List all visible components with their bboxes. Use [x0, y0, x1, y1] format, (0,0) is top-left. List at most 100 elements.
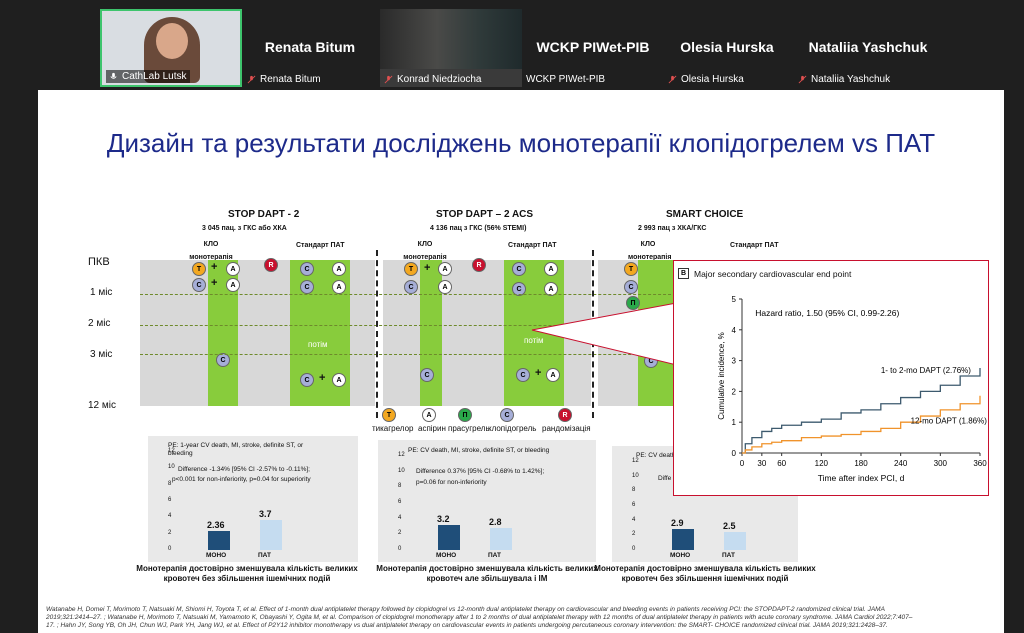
month-2-line — [140, 325, 676, 326]
km-series-line — [742, 367, 981, 454]
km-plot: 0 30 60 120 180 240 300 360 0 1 2 3 4 5 1- to 2-mo DAP… — [717, 295, 988, 483]
aspirin-icon: A — [332, 280, 346, 294]
clopidogrel-icon: C — [420, 368, 434, 382]
arm-label: КЛО монотерапія — [403, 241, 447, 261]
participant-tile[interactable]: WCKP PIWet-PIB WCKP PIWet-PIB — [522, 9, 664, 87]
participant-name-large: WCKP PIWet-PIB — [536, 39, 650, 55]
clopidogrel-icon: C — [216, 353, 230, 367]
bar-value-label: 3.2 — [437, 513, 450, 524]
row-label: 12 міс — [88, 400, 116, 411]
primary-endpoint: PE: CV death, MI, stroke, definite ST, o… — [408, 447, 550, 454]
footnote-line: 17. ; Hahn JY, Song YB, Oh JH, Chun WJ, … — [46, 622, 888, 629]
study-conclusion: Монотерапія достовірно зменшувала кількі… — [136, 564, 358, 583]
prasugrel-icon: П — [458, 408, 472, 422]
axis-tick-label: 4 — [168, 513, 172, 520]
clopidogrel-icon: C — [512, 262, 526, 276]
x-tick-label: 300 — [934, 459, 948, 468]
study-conclusion: Монотерапія достовірно зменшувала кількі… — [594, 564, 816, 583]
slide-title: Дизайн та результати досліджень монотера… — [106, 128, 936, 158]
aspirin-icon: A — [546, 368, 560, 382]
bar-category-label: МОНО — [206, 552, 227, 559]
legend-label: прасугрель — [448, 424, 490, 433]
x-axis-title: Time after index PCI, d — [818, 473, 905, 483]
x-tick-label: 60 — [777, 459, 786, 468]
x-tick-label: 30 — [757, 459, 766, 468]
axis-tick-label: 10 — [168, 464, 175, 471]
participant-label: Nataliia Yashchuk — [798, 74, 890, 85]
ticagrelor-icon: T — [624, 262, 638, 276]
x-tick-label: 180 — [854, 459, 868, 468]
bar-value-label: 2.9 — [671, 517, 684, 528]
x-tick-label: 360 — [973, 459, 987, 468]
axis-tick-label: 2 — [632, 531, 636, 538]
participant-tile[interactable]: Nataliia Yashchuk Nataliia Yashchuk — [794, 9, 942, 87]
ticagrelor-icon: T — [192, 262, 206, 276]
study-conclusion: Монотерапія достовірно зменшувала кількі… — [376, 564, 598, 583]
axis-tick-label: 4 — [632, 516, 636, 523]
axis-tick-label: 4 — [398, 514, 402, 521]
clopidogrel-icon: C — [404, 280, 418, 294]
panel-badge: B — [678, 268, 689, 279]
participant-name-large: Olesia Hurska — [680, 39, 774, 55]
arm-label: Стандарт ПАТ — [296, 242, 345, 249]
mic-muted-icon — [668, 75, 677, 84]
y-tick-label: 4 — [732, 326, 737, 335]
footnote-line: 2019;321:2414–27. ; Watanabe H, Morimoto… — [46, 614, 913, 621]
aspirin-icon: A — [544, 282, 558, 296]
result-bar — [672, 528, 694, 550]
aspirin-icon: A — [332, 262, 346, 276]
y-tick-label: 5 — [732, 295, 737, 304]
axis-tick-label: 0 — [168, 546, 172, 552]
clopidogrel-icon: C — [300, 280, 314, 294]
x-tick-label: 240 — [894, 459, 908, 468]
mic-muted-icon — [798, 75, 807, 84]
axis-tick-label: 10 — [398, 467, 405, 474]
hazard-ratio: Hazard ratio, 1.50 (95% CI, 0.99-2.26) — [755, 308, 899, 318]
y-tick-label: 0 — [732, 449, 737, 458]
then-label: потім — [308, 340, 328, 349]
bar-category-label: ПАТ — [722, 552, 736, 559]
row-label: ПКВ — [88, 256, 110, 268]
study-separator — [376, 250, 378, 418]
participant-tile[interactable]: Renata Bitum Renata Bitum — [243, 9, 377, 87]
bar-category-label: ПАТ — [258, 552, 272, 559]
mic-muted-icon — [384, 75, 393, 84]
axis-tick-label: 10 — [632, 472, 639, 479]
clopidogrel-icon: C — [500, 408, 514, 422]
axis-tick-label: 0 — [398, 546, 402, 552]
bar-value-label: 2.36 — [207, 519, 225, 530]
primary-endpoint: PE: 1-year CV death, MI, stroke, definit… — [168, 442, 304, 457]
clopidogrel-icon: C — [512, 282, 526, 296]
aspirin-icon: A — [544, 262, 558, 276]
participant-label: Renata Bitum — [247, 74, 321, 85]
month-3-line — [140, 354, 676, 355]
series-label: 12-mo DAPT (1.86%) — [911, 417, 988, 426]
ticagrelor-icon: T — [382, 408, 396, 422]
bar-category-label: МОНО — [436, 552, 457, 559]
y-tick-label: 2 — [732, 387, 737, 396]
result-bar — [260, 519, 282, 550]
aspirin-icon: A — [332, 373, 346, 387]
participant-bar: CathLab Lutsk Renata Bitum Renata Bitum … — [0, 0, 1024, 90]
plus-sign: + — [319, 372, 326, 384]
x-tick-label: 0 — [740, 459, 745, 468]
participant-tile[interactable]: Konrad Niedziocha — [380, 9, 522, 87]
axis-tick-label: 6 — [398, 499, 402, 505]
participant-tile-active[interactable]: CathLab Lutsk — [100, 9, 242, 87]
result-chart-2 — [378, 440, 596, 562]
aspirin-icon: A — [226, 262, 240, 276]
axis-tick-label: 8 — [632, 487, 636, 494]
clopidogrel-icon: C — [300, 373, 314, 387]
plus-sign: + — [535, 367, 542, 379]
bar-value-label: 3.7 — [259, 508, 272, 519]
ticagrelor-icon: T — [404, 262, 418, 276]
series-label: 1- to 2-mo DAPT (2.76%) — [881, 366, 971, 375]
participant-tile[interactable]: Olesia Hurska Olesia Hurska — [664, 9, 790, 87]
month-1-line — [140, 294, 676, 295]
study-name: STOP DAPT - 2 — [228, 209, 300, 220]
randomization-icon: R — [558, 408, 572, 422]
participant-name-large: Renata Bitum — [264, 39, 356, 55]
arm-label: КЛО монотерапія — [189, 241, 233, 261]
result-bar — [490, 528, 512, 550]
legend: T тикагрелор A аспірин П прасугрель C кл… — [372, 408, 602, 434]
